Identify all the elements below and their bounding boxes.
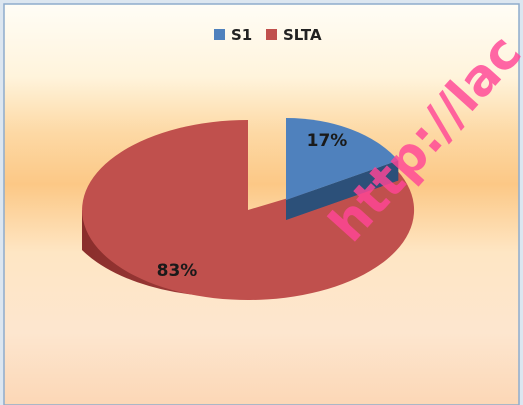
legend-swatch-slta: [266, 29, 277, 40]
pie-slice-slta: [82, 120, 415, 300]
data-label-slta: 83%: [157, 261, 198, 281]
legend-label-s1: S1: [231, 26, 252, 44]
pie-slice-s1-top: [286, 117, 399, 200]
pie-slice-s1-cut-face: [286, 160, 399, 220]
legend-label-slta: SLTA: [283, 26, 322, 44]
pie-slice-slta-top: [82, 120, 415, 300]
legend-swatch-s1: [214, 29, 225, 40]
data-label-s1: 17%: [307, 131, 348, 151]
legend: S1 SLTA: [214, 26, 322, 44]
pie-slice-s1: [286, 117, 399, 220]
plot-area: [3, 3, 520, 405]
